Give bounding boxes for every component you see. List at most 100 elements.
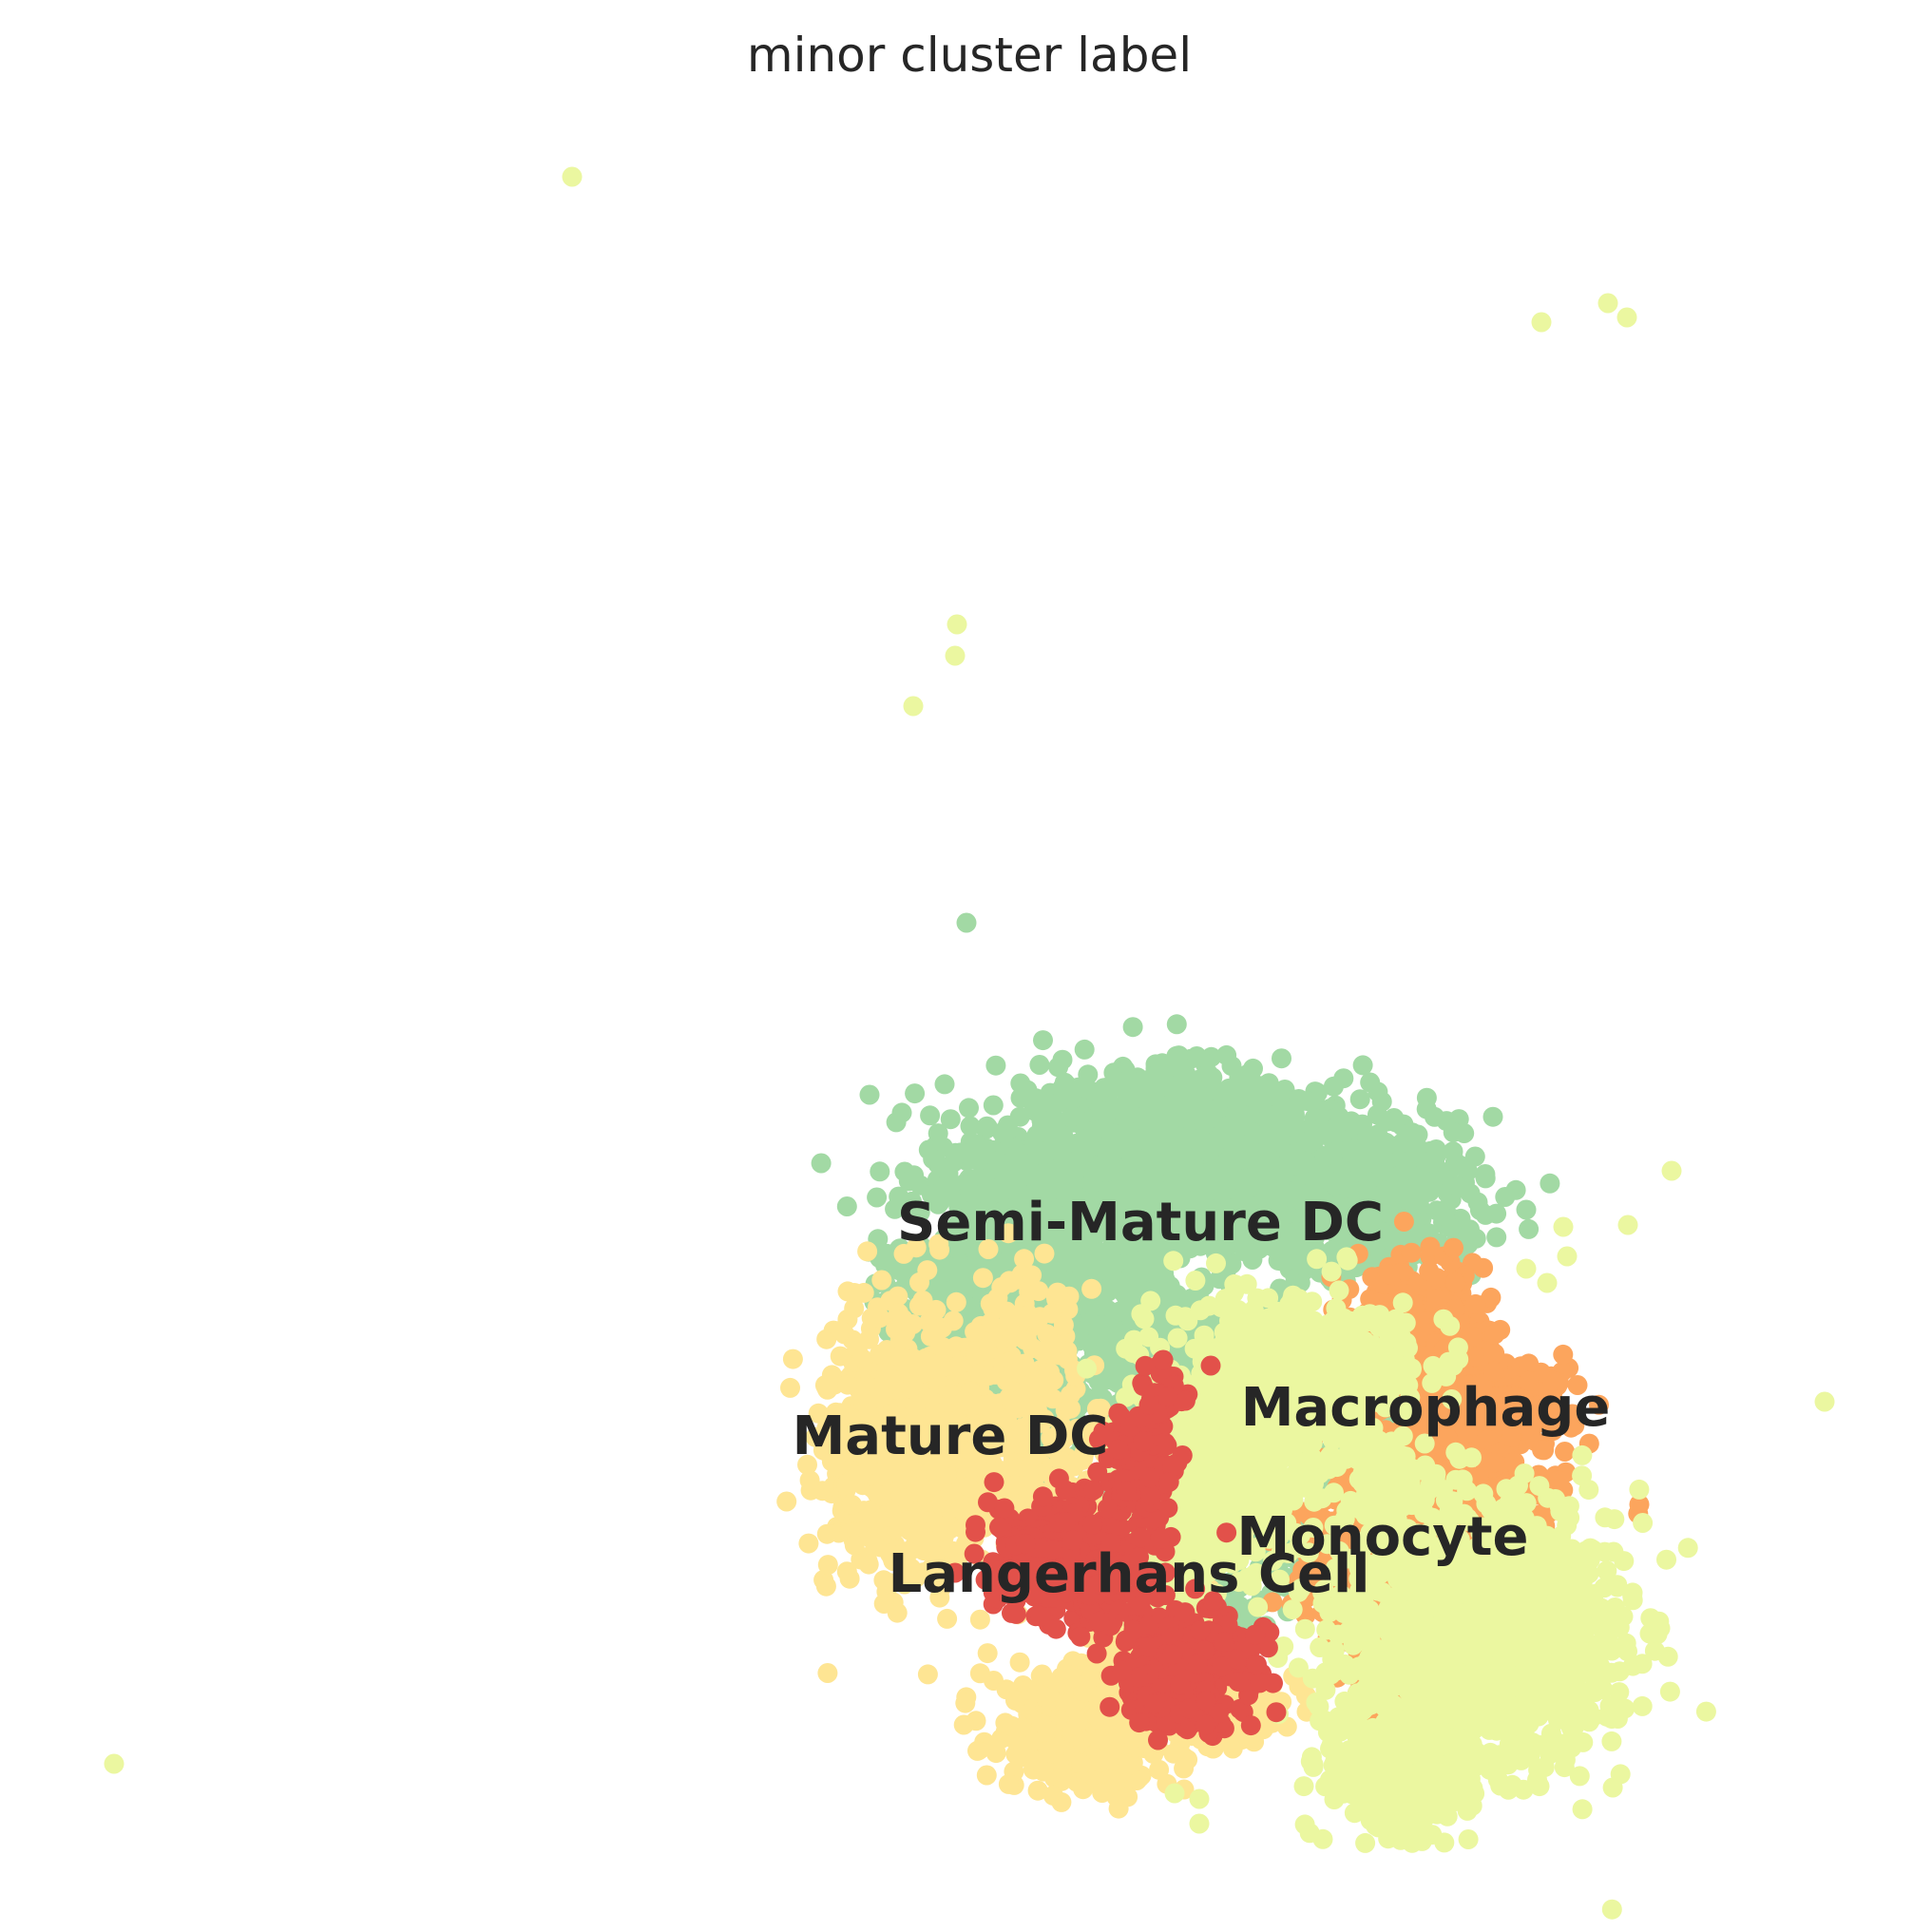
point-semi-mature-dc-503 <box>920 1105 941 1126</box>
point-semi-mature-dc-2671 <box>1352 1114 1372 1135</box>
point-semi-mature-dc-1101 <box>836 1196 857 1216</box>
point-semi-mature-dc-750 <box>959 1098 979 1119</box>
point-mature-dc-4242 <box>816 1523 837 1544</box>
point-mature-dc-4454 <box>815 1576 836 1597</box>
point-semi-mature-dc-1913 <box>1029 1140 1049 1161</box>
point-semi-mature-dc-2938 <box>1203 1138 1224 1157</box>
point-semi-mature-dc-1232 <box>934 1074 955 1095</box>
point-mature-dc-4147 <box>920 1326 941 1347</box>
point-mature-dc-4566 <box>883 1369 904 1390</box>
point-mature-dc-3727 <box>798 1533 819 1554</box>
point-semi-mature-dc-3388 <box>1091 1295 1112 1316</box>
point-semi-mature-dc-2779 <box>1305 1169 1326 1190</box>
point-semi-mature-dc-2500 <box>1081 1173 1102 1194</box>
point-semi-mature-dc-1006 <box>870 1161 890 1182</box>
point-semi-mature-dc-2468 <box>1289 1089 1310 1109</box>
point-mature-dc-4422 <box>839 1568 860 1589</box>
point-semi-mature-dc-1094 <box>1074 1039 1095 1060</box>
point-semi-mature-dc-600 <box>1052 1049 1073 1070</box>
point-semi-mature-dc-2805 <box>1394 1185 1414 1206</box>
point-semi-mature-dc-2815 <box>1272 1156 1293 1176</box>
point-mature-dc-4527 <box>871 1270 892 1291</box>
point-mature-dc-4546 <box>948 1355 969 1376</box>
point-semi-mature-dc-1814 <box>945 1142 966 1163</box>
point-semi-mature-dc-2406 <box>1443 1122 1463 1143</box>
point-mature-dc-4504 <box>871 1485 891 1506</box>
point-semi-mature-dc-1880 <box>1012 1153 1033 1173</box>
point-mature-dc-4543 <box>837 1374 858 1395</box>
point-semi-mature-dc-2661 <box>1419 1181 1440 1202</box>
point-semi-mature-dc-2912 <box>1221 1056 1242 1077</box>
point-semi-mature-dc-2935 <box>1167 1104 1188 1125</box>
point-semi-mature-dc-2796 <box>1163 1168 1184 1189</box>
point-semi-mature-dc-695 <box>1272 1048 1291 1069</box>
point-mature-dc-4308 <box>776 1491 797 1512</box>
point-semi-mature-dc-272 <box>940 1109 961 1130</box>
point-semi-mature-dc-137 <box>811 1153 832 1174</box>
point-semi-mature-dc-2451 <box>1482 1106 1503 1127</box>
point-semi-mature-dc-1936 <box>1066 1133 1087 1154</box>
point-mature-dc-4576 <box>851 1464 872 1485</box>
point-semi-mature-dc-2793 <box>1249 1148 1270 1169</box>
scatter-points <box>104 166 1835 1920</box>
point-semi-mature-dc-2194 <box>1486 1227 1507 1248</box>
point-semi-mature-dc-2906 <box>1216 1085 1237 1106</box>
point-semi-mature-dc-2917 <box>1061 1106 1081 1127</box>
point-mature-dc-4548 <box>842 1494 862 1515</box>
point-mature-dc-4564 <box>913 1363 934 1384</box>
point-mature-dc-4535 <box>830 1346 851 1367</box>
point-semi-mature-dc-1745 <box>998 1115 1018 1136</box>
point-semi-mature-dc-1931 <box>1063 1164 1084 1185</box>
point-semi-mature-dc-540 <box>1033 1030 1053 1051</box>
point-mature-dc-4362 <box>799 1470 820 1491</box>
point-semi-mature-dc-1918 <box>967 1151 988 1171</box>
point-semi-mature-dc-2939 <box>1100 1100 1120 1120</box>
point-mature-dc-4574 <box>892 1468 913 1489</box>
point-semi-mature-dc-1233 <box>1540 1173 1560 1194</box>
point-semi-mature-dc-2700 <box>1377 1111 1398 1132</box>
point-semi-mature-dc-2871 <box>1135 1130 1156 1151</box>
point-mature-dc-3723 <box>946 1291 966 1312</box>
point-mature-dc-4537 <box>937 1608 958 1629</box>
point-semi-mature-dc-2791 <box>1217 1162 1238 1183</box>
point-mature-dc-4018 <box>917 1664 938 1685</box>
point-semi-mature-dc-1911 <box>898 1171 919 1192</box>
point-semi-mature-dc-2656 <box>1405 1139 1425 1160</box>
point-semi-mature-dc-2927 <box>1246 1087 1267 1108</box>
point-semi-mature-dc-3236 <box>1123 1266 1144 1287</box>
point-semi-mature-dc-1691 <box>1025 1088 1046 1109</box>
point-mature-dc-4668 <box>958 1477 979 1497</box>
point-mature-dc-4474 <box>780 1377 800 1398</box>
point-semi-mature-dc-2807 <box>1314 1146 1335 1167</box>
point-mature-dc-4812 <box>953 1714 974 1735</box>
point-mature-dc-4578 <box>831 1320 851 1341</box>
point-semi-mature-dc-737 <box>985 1055 1006 1076</box>
point-mature-dc-4420 <box>861 1308 882 1329</box>
point-semi-mature-dc-1110 <box>1352 1055 1373 1076</box>
point-mature-dc-3717 <box>857 1241 878 1262</box>
point-semi-mature-dc-2428 <box>1283 1107 1304 1128</box>
point-mature-dc-4534 <box>851 1348 871 1368</box>
point-semi-mature-dc-2810 <box>1349 1139 1369 1160</box>
point-mature-dc-3848 <box>926 1299 947 1320</box>
point-semi-mature-dc-2281 <box>1519 1218 1540 1239</box>
point-semi-mature-dc-492 <box>1029 1055 1050 1075</box>
point-semi-mature-dc-953 <box>983 1095 1004 1116</box>
point-semi-mature-dc-2930 <box>1153 1060 1174 1081</box>
point-semi-mature-dc-2932 <box>1172 1082 1193 1103</box>
point-mature-dc-4575 <box>910 1521 930 1541</box>
point-mature-dc-4553 <box>814 1375 835 1396</box>
point-semi-mature-dc-913 <box>1349 1089 1370 1110</box>
point-semi-mature-dc-2928 <box>1186 1046 1207 1066</box>
point-semi-mature-dc-1894 <box>1033 1163 1054 1184</box>
point-semi-mature-dc-2922 <box>1186 1100 1207 1121</box>
point-mature-dc-4556 <box>889 1329 910 1350</box>
point-mature-dc-3711 <box>782 1349 803 1369</box>
chart-title: minor cluster label <box>747 28 1192 83</box>
point-semi-mature-dc-2775 <box>1185 1163 1206 1184</box>
point-semi-mature-dc-883 <box>1368 1081 1388 1102</box>
point-semi-mature-dc-230 <box>1323 1076 1344 1097</box>
point-mature-dc-4491 <box>858 1554 879 1575</box>
point-semi-mature-dc-2535 <box>1516 1199 1537 1220</box>
